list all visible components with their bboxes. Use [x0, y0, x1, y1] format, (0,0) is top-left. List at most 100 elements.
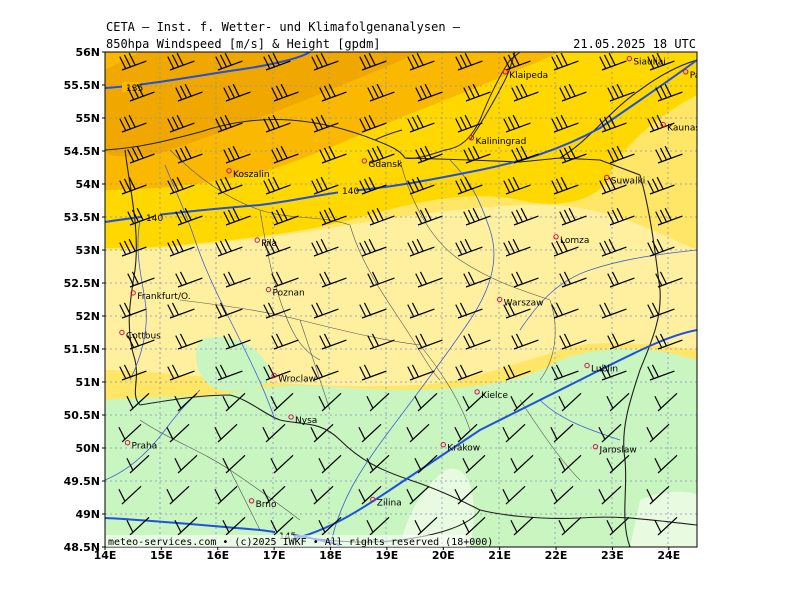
band-calm-extra [196, 336, 271, 392]
wind-barb [119, 114, 147, 133]
city-label: Warszaw [504, 299, 544, 309]
lon-tick-label: 19E [375, 549, 398, 562]
wind-barb [310, 423, 334, 443]
wind-barb [358, 423, 382, 443]
wind-barb [311, 176, 339, 195]
wind-barb [647, 364, 675, 381]
contour-label-140-center: 140 [342, 187, 359, 197]
wind-barb [167, 176, 195, 195]
city-marker-icon [370, 496, 376, 503]
wind-barb [223, 207, 251, 226]
wind-barb [263, 52, 291, 71]
lon-tick-label: 18E [319, 549, 342, 562]
city-marker-icon [440, 442, 446, 448]
wind-barb [503, 52, 531, 71]
lat-tick-label: 52.5N [64, 277, 100, 290]
lon-tick-label: 23E [601, 549, 624, 562]
city-suwalki: Suwalki [604, 174, 646, 186]
curonian-spit [469, 52, 516, 141]
wind-barb [367, 207, 395, 226]
city-poznan: Poznan [265, 286, 305, 299]
wind-barb [454, 485, 478, 505]
city-marker-icon [474, 389, 480, 395]
wind-barb [407, 238, 435, 257]
city-label: Kielce [481, 391, 508, 401]
hel-peninsula [374, 129, 403, 141]
wind-barb [318, 454, 342, 474]
wind-barb [599, 52, 627, 71]
wind-barb [319, 207, 347, 226]
wind-barb [607, 207, 635, 226]
wind-barb [511, 145, 539, 164]
lat-tick-label: 54N [75, 178, 100, 191]
city-label: Frankfurt/O. [137, 292, 190, 302]
wind-barb [647, 176, 675, 195]
city-marker-icon [502, 69, 509, 75]
city-label: Klaipeda [509, 71, 548, 81]
lon-tick-label: 21E [488, 549, 511, 562]
wind-barb [502, 485, 526, 505]
wind-barb [367, 145, 395, 164]
wind-barb [463, 83, 491, 102]
wind-barb [366, 454, 390, 474]
wind-barb [119, 52, 147, 71]
lat-tick-label: 51.5N [64, 343, 100, 356]
wind-barb [647, 302, 675, 319]
city-marker-icon [248, 498, 255, 504]
wind-barb [367, 333, 395, 350]
wind-barb [359, 114, 387, 133]
wind-barb [455, 176, 483, 195]
wind-barb [215, 52, 243, 71]
wind-barb [262, 423, 286, 443]
wind-barb [551, 364, 579, 381]
city-label: Gdansk [368, 160, 403, 170]
wind-barb [511, 271, 539, 288]
wind-barb [222, 392, 246, 412]
wind-barb [655, 207, 683, 226]
city-nysa: Nysa [288, 414, 317, 426]
city-label: Pila [261, 239, 277, 249]
city-kaunas: Kaunas [660, 121, 700, 134]
wind-barb [271, 333, 299, 350]
city-label: Kaliningrad [475, 137, 526, 147]
city-label: Kaunas [667, 124, 700, 134]
wind-barb [607, 145, 635, 164]
wind-barb [127, 145, 155, 164]
wind-barb [263, 114, 291, 133]
wind-barb [551, 302, 579, 319]
wind-barb [310, 485, 334, 505]
wind-barb [463, 145, 491, 164]
city-marker-icon [468, 135, 475, 141]
city-label: Cottbus [126, 332, 161, 342]
city-krakow: Krakow [440, 442, 480, 454]
wind-barb [223, 271, 251, 288]
wind-barb [270, 454, 294, 474]
wind-barb [599, 238, 627, 257]
wind-barb [647, 52, 675, 71]
wind-barb [311, 52, 339, 71]
city-marker-icon [626, 55, 633, 62]
wind-barb [598, 423, 622, 443]
city-label: Suwalki [611, 176, 646, 186]
wind-barb [175, 271, 203, 288]
lat-tick-label: 50N [75, 442, 100, 455]
wind-barb [502, 423, 526, 443]
wind-barb [414, 516, 438, 536]
city-marker-icon [660, 121, 666, 128]
city-label: Panevezys [690, 71, 738, 81]
wind-barb [598, 485, 622, 505]
city-label: Siauliai [633, 58, 665, 68]
lat-tick-label: 52N [75, 310, 100, 323]
wind-barb [559, 83, 587, 102]
lon-tick-label: 16E [206, 549, 229, 562]
wind-barb [319, 145, 347, 164]
wind-barb [119, 302, 147, 319]
city-marker-icon [119, 329, 125, 336]
wind-barb [271, 145, 299, 164]
city-marker-icon [584, 362, 590, 369]
chart-datetime: 21.05.2025 18 UTC [573, 37, 696, 51]
wind-barb [551, 114, 579, 133]
wind-barb [550, 423, 574, 443]
wind-barb [118, 485, 142, 505]
